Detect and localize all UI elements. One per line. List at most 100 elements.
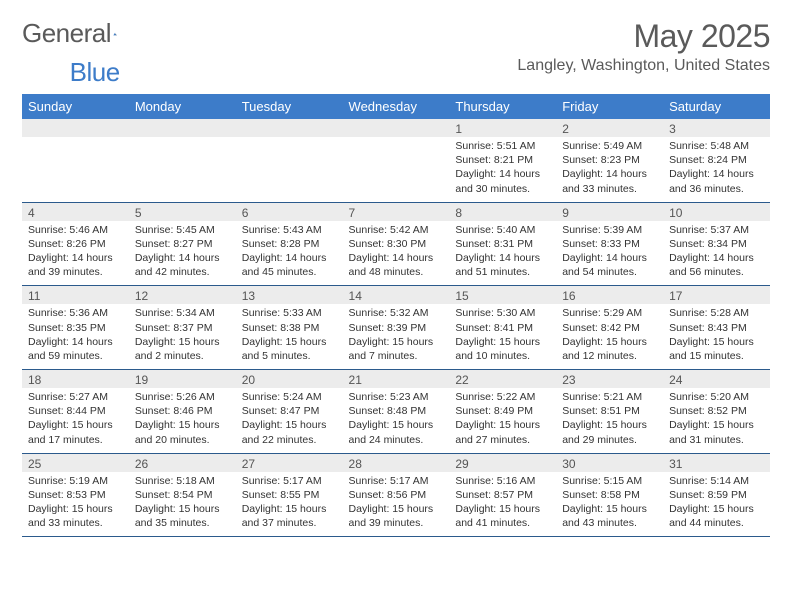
- calendar-day-cell: 29Sunrise: 5:16 AMSunset: 8:57 PMDayligh…: [449, 453, 556, 537]
- day-detail-line: Sunset: 8:49 PM: [455, 404, 550, 418]
- calendar-day-cell: 26Sunrise: 5:18 AMSunset: 8:54 PMDayligh…: [129, 453, 236, 537]
- calendar-day-cell: 4Sunrise: 5:46 AMSunset: 8:26 PMDaylight…: [22, 202, 129, 286]
- weekday-header: Monday: [129, 94, 236, 119]
- day-detail-line: and 30 minutes.: [455, 182, 550, 196]
- calendar-day-cell: 9Sunrise: 5:39 AMSunset: 8:33 PMDaylight…: [556, 202, 663, 286]
- day-number: 9: [556, 203, 663, 221]
- day-detail-line: Daylight: 14 hours: [135, 251, 230, 265]
- day-detail-line: Sunset: 8:39 PM: [349, 321, 444, 335]
- day-detail-line: Sunset: 8:31 PM: [455, 237, 550, 251]
- day-details: Sunrise: 5:34 AMSunset: 8:37 PMDaylight:…: [129, 304, 236, 369]
- calendar-day-cell: 20Sunrise: 5:24 AMSunset: 8:47 PMDayligh…: [236, 370, 343, 454]
- calendar-day-cell: [22, 119, 129, 202]
- calendar-week-row: 25Sunrise: 5:19 AMSunset: 8:53 PMDayligh…: [22, 453, 770, 537]
- day-detail-line: Sunrise: 5:17 AM: [242, 474, 337, 488]
- day-number: 11: [22, 286, 129, 304]
- day-detail-line: Sunrise: 5:22 AM: [455, 390, 550, 404]
- day-detail-line: and 42 minutes.: [135, 265, 230, 279]
- day-detail-line: Sunset: 8:27 PM: [135, 237, 230, 251]
- day-detail-line: Daylight: 15 hours: [562, 502, 657, 516]
- day-detail-line: Sunset: 8:23 PM: [562, 153, 657, 167]
- day-details: Sunrise: 5:24 AMSunset: 8:47 PMDaylight:…: [236, 388, 343, 453]
- day-detail-line: Sunrise: 5:33 AM: [242, 306, 337, 320]
- day-detail-line: and 37 minutes.: [242, 516, 337, 530]
- day-number: 30: [556, 454, 663, 472]
- day-detail-line: Daylight: 15 hours: [669, 335, 764, 349]
- day-detail-line: Sunset: 8:26 PM: [28, 237, 123, 251]
- day-detail-line: and 7 minutes.: [349, 349, 444, 363]
- day-number: [129, 119, 236, 137]
- calendar-day-cell: 25Sunrise: 5:19 AMSunset: 8:53 PMDayligh…: [22, 453, 129, 537]
- day-number: [236, 119, 343, 137]
- day-detail-line: Daylight: 15 hours: [135, 335, 230, 349]
- day-detail-line: Daylight: 15 hours: [242, 335, 337, 349]
- day-detail-line: and 15 minutes.: [669, 349, 764, 363]
- calendar-week-row: 11Sunrise: 5:36 AMSunset: 8:35 PMDayligh…: [22, 286, 770, 370]
- calendar-day-cell: 3Sunrise: 5:48 AMSunset: 8:24 PMDaylight…: [663, 119, 770, 202]
- day-detail-line: Daylight: 15 hours: [562, 335, 657, 349]
- day-detail-line: and 35 minutes.: [135, 516, 230, 530]
- day-number: 22: [449, 370, 556, 388]
- day-number: 25: [22, 454, 129, 472]
- day-details: [22, 137, 129, 193]
- day-number: 5: [129, 203, 236, 221]
- day-detail-line: and 56 minutes.: [669, 265, 764, 279]
- day-detail-line: Sunset: 8:59 PM: [669, 488, 764, 502]
- day-detail-line: Daylight: 15 hours: [669, 418, 764, 432]
- day-detail-line: and 31 minutes.: [669, 433, 764, 447]
- day-detail-line: Daylight: 14 hours: [562, 167, 657, 181]
- day-number: [22, 119, 129, 137]
- day-details: Sunrise: 5:30 AMSunset: 8:41 PMDaylight:…: [449, 304, 556, 369]
- calendar-day-cell: [236, 119, 343, 202]
- weekday-header: Saturday: [663, 94, 770, 119]
- day-details: Sunrise: 5:40 AMSunset: 8:31 PMDaylight:…: [449, 221, 556, 286]
- day-detail-line: Sunrise: 5:14 AM: [669, 474, 764, 488]
- day-details: Sunrise: 5:45 AMSunset: 8:27 PMDaylight:…: [129, 221, 236, 286]
- day-detail-line: and 22 minutes.: [242, 433, 337, 447]
- day-detail-line: Sunrise: 5:28 AM: [669, 306, 764, 320]
- day-detail-line: and 45 minutes.: [242, 265, 337, 279]
- day-detail-line: Sunrise: 5:26 AM: [135, 390, 230, 404]
- logo-sail-icon: [113, 24, 117, 44]
- day-detail-line: Sunrise: 5:37 AM: [669, 223, 764, 237]
- day-details: Sunrise: 5:17 AMSunset: 8:55 PMDaylight:…: [236, 472, 343, 537]
- day-detail-line: Daylight: 15 hours: [28, 502, 123, 516]
- day-detail-line: and 33 minutes.: [562, 182, 657, 196]
- day-details: Sunrise: 5:15 AMSunset: 8:58 PMDaylight:…: [556, 472, 663, 537]
- calendar-head: Sunday Monday Tuesday Wednesday Thursday…: [22, 94, 770, 119]
- day-number: 14: [343, 286, 450, 304]
- day-number: 29: [449, 454, 556, 472]
- day-number: 8: [449, 203, 556, 221]
- day-detail-line: Sunset: 8:38 PM: [242, 321, 337, 335]
- day-detail-line: and 44 minutes.: [669, 516, 764, 530]
- day-detail-line: and 17 minutes.: [28, 433, 123, 447]
- calendar-body: 1Sunrise: 5:51 AMSunset: 8:21 PMDaylight…: [22, 119, 770, 537]
- calendar-day-cell: 14Sunrise: 5:32 AMSunset: 8:39 PMDayligh…: [343, 286, 450, 370]
- day-detail-line: Daylight: 15 hours: [349, 418, 444, 432]
- day-detail-line: Sunrise: 5:16 AM: [455, 474, 550, 488]
- day-detail-line: Sunrise: 5:18 AM: [135, 474, 230, 488]
- day-detail-line: and 48 minutes.: [349, 265, 444, 279]
- day-details: Sunrise: 5:39 AMSunset: 8:33 PMDaylight:…: [556, 221, 663, 286]
- day-detail-line: Daylight: 15 hours: [242, 418, 337, 432]
- day-detail-line: Sunset: 8:48 PM: [349, 404, 444, 418]
- calendar-day-cell: [129, 119, 236, 202]
- day-detail-line: Sunrise: 5:39 AM: [562, 223, 657, 237]
- day-details: Sunrise: 5:18 AMSunset: 8:54 PMDaylight:…: [129, 472, 236, 537]
- day-detail-line: Sunset: 8:35 PM: [28, 321, 123, 335]
- calendar-day-cell: 31Sunrise: 5:14 AMSunset: 8:59 PMDayligh…: [663, 453, 770, 537]
- day-detail-line: Sunset: 8:56 PM: [349, 488, 444, 502]
- day-details: Sunrise: 5:32 AMSunset: 8:39 PMDaylight:…: [343, 304, 450, 369]
- day-detail-line: and 33 minutes.: [28, 516, 123, 530]
- calendar-day-cell: 15Sunrise: 5:30 AMSunset: 8:41 PMDayligh…: [449, 286, 556, 370]
- day-detail-line: and 27 minutes.: [455, 433, 550, 447]
- day-detail-line: Sunset: 8:46 PM: [135, 404, 230, 418]
- day-number: 23: [556, 370, 663, 388]
- day-detail-line: Sunset: 8:52 PM: [669, 404, 764, 418]
- day-details: Sunrise: 5:36 AMSunset: 8:35 PMDaylight:…: [22, 304, 129, 369]
- calendar-day-cell: 24Sunrise: 5:20 AMSunset: 8:52 PMDayligh…: [663, 370, 770, 454]
- weekday-row: Sunday Monday Tuesday Wednesday Thursday…: [22, 94, 770, 119]
- day-details: Sunrise: 5:46 AMSunset: 8:26 PMDaylight:…: [22, 221, 129, 286]
- brand-logo: General: [22, 18, 137, 49]
- day-detail-line: Daylight: 14 hours: [455, 167, 550, 181]
